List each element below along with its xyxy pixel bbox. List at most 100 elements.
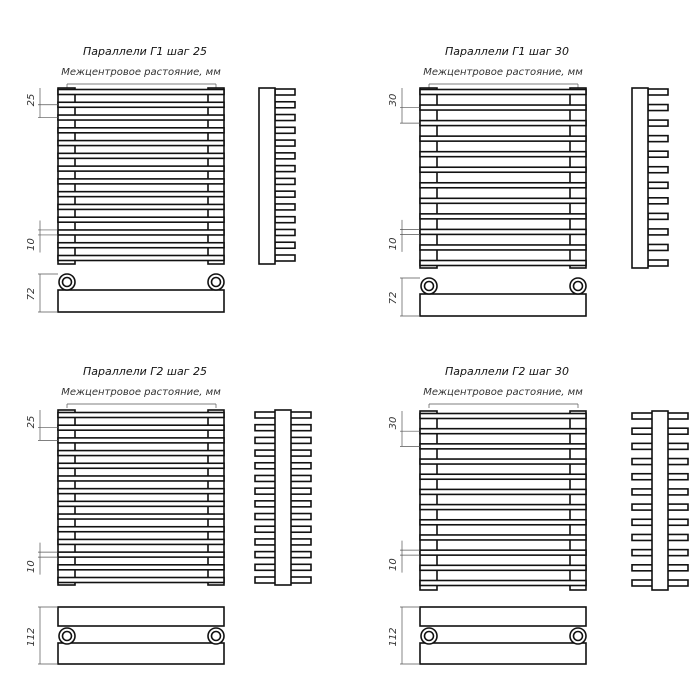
side-view: [631, 87, 669, 269]
horizontal-bar: [57, 216, 225, 223]
step-dimension-label: 30: [388, 94, 399, 107]
pipe-inner: [423, 280, 435, 292]
horizontal-bar: [419, 119, 587, 127]
panel-title: Параллели Г1 шаг 25: [83, 45, 207, 58]
horizontal-bar: [419, 518, 587, 526]
gap-dimension: [400, 219, 420, 252]
side-view: [631, 410, 689, 591]
horizontal-bar: [57, 114, 225, 121]
horizontal-bar: [419, 458, 587, 465]
horizontal-bar: [419, 213, 587, 220]
bottom-view: [419, 606, 587, 665]
horizontal-bar: [57, 139, 225, 147]
pipe-inner: [210, 276, 222, 288]
horizontal-bar: [57, 525, 225, 533]
bottom-body-bottom: [57, 642, 225, 665]
horizontal-bar: [419, 534, 587, 541]
depth-dimension: [400, 606, 420, 665]
horizontal-bar: [419, 197, 587, 205]
side-fin: [647, 88, 669, 96]
side-fin: [274, 215, 296, 224]
side-fin: [274, 88, 296, 96]
side-fin: [647, 165, 669, 174]
center-distance-dimension: [66, 83, 217, 88]
panel-g2-25: Параллели Г2 шаг 25 Межцентровое растояни…: [26, 365, 312, 665]
panel-g1-25: Параллели Г1 шаг 25 Межцентровое растояни…: [26, 45, 296, 313]
depth-dimension-label: 72: [26, 288, 37, 301]
gap-dimension-label: 10: [26, 560, 37, 573]
side-fin: [274, 152, 296, 160]
side-fin: [274, 203, 296, 211]
pipe-inner: [61, 630, 73, 642]
pipe-inner: [572, 280, 584, 292]
horizontal-bar: [419, 427, 587, 435]
horizontal-bar: [57, 462, 225, 470]
gap-dimension-label: 10: [388, 238, 399, 251]
panel-title: Параллели Г1 шаг 30: [445, 45, 569, 58]
horizontal-bar: [419, 443, 587, 450]
bottom-view: [57, 606, 225, 665]
side-collector: [651, 410, 669, 591]
pipe-inner: [61, 276, 73, 288]
side-fin: [274, 126, 296, 135]
center-distance-dimension: [428, 83, 579, 88]
horizontal-bar: [419, 88, 587, 96]
horizontal-bar: [57, 411, 225, 419]
pipe-inner: [423, 630, 435, 642]
step-dimension: [38, 88, 58, 118]
side-fin: [647, 181, 669, 190]
panel-title: Параллели Г2 шаг 25: [83, 365, 207, 378]
horizontal-bar: [57, 178, 225, 185]
side-fin: [647, 197, 669, 205]
step-dimension-label: 30: [388, 417, 399, 430]
bottom-body: [419, 293, 587, 317]
gap-dimension-label: 10: [26, 238, 37, 251]
side-fin: [647, 228, 669, 236]
step-dimension-label: 25: [26, 416, 37, 429]
side-fin: [274, 241, 296, 250]
horizontal-bar: [419, 181, 587, 189]
pipe-inner: [572, 630, 584, 642]
side-fin: [274, 100, 296, 109]
horizontal-bar: [57, 449, 225, 457]
pipe-inner: [210, 630, 222, 642]
depth-dimension: [38, 606, 58, 665]
front-view: [419, 87, 587, 269]
horizontal-bar: [57, 576, 225, 584]
horizontal-bar: [419, 166, 587, 174]
gap-dimension: [38, 542, 58, 575]
horizontal-bar: [419, 228, 587, 236]
step-dimension: [400, 411, 420, 447]
center-distance-label: Межцентровое растояние, мм: [423, 67, 583, 78]
bottom-body-bottom: [419, 642, 587, 665]
horizontal-bar: [57, 241, 225, 249]
horizontal-bar: [57, 437, 225, 444]
side-collector: [258, 87, 276, 265]
side-fin: [274, 254, 296, 262]
side-fin: [647, 150, 669, 158]
front-view: [57, 87, 225, 265]
horizontal-bar: [57, 229, 225, 236]
gap-dimension-label: 10: [388, 558, 399, 571]
panel-g2-30: Параллели Г2 шаг 30 Межцентровое растояни…: [388, 365, 689, 665]
side-fin: [274, 228, 296, 237]
side-fin: [274, 190, 296, 198]
horizontal-bar: [57, 475, 225, 482]
side-fin: [274, 139, 296, 147]
horizontal-bar: [419, 104, 587, 111]
horizontal-bar: [57, 564, 225, 571]
side-fin: [647, 212, 669, 221]
horizontal-bar: [57, 254, 225, 262]
panel-title: Параллели Г2 шаг 30: [445, 365, 569, 378]
side-fin: [647, 243, 669, 252]
horizontal-bar: [57, 165, 225, 172]
front-view: [419, 410, 587, 591]
center-distance-dimension: [66, 403, 217, 408]
bottom-view: [57, 273, 225, 313]
horizontal-bar: [419, 473, 587, 481]
horizontal-bar: [57, 500, 225, 508]
side-fin: [274, 164, 296, 173]
horizontal-bar: [57, 424, 225, 431]
side-fin: [647, 103, 669, 112]
